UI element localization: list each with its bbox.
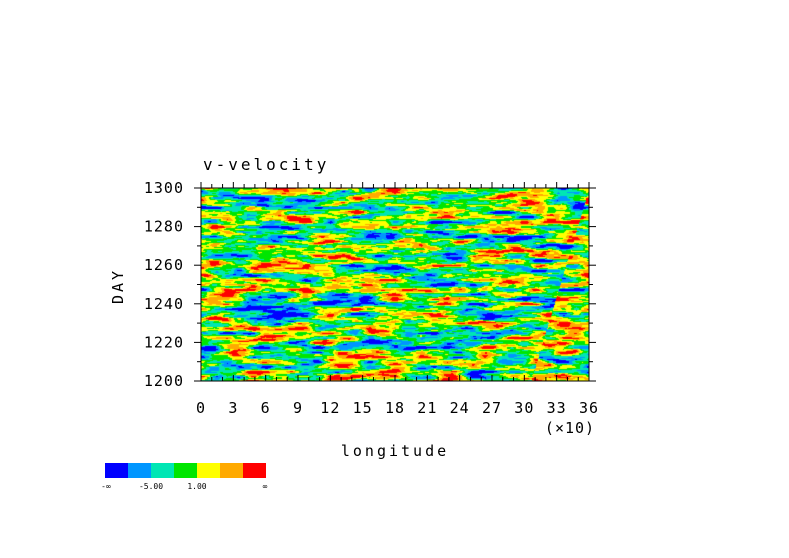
colorbar-swatch: [220, 463, 243, 478]
colorbar-label: 1.00: [187, 482, 206, 491]
x-tick-label: 3: [228, 399, 238, 417]
x-tick-label: 30: [514, 399, 534, 417]
y-tick-label: 1280: [144, 218, 184, 236]
x-tick-label: 24: [450, 399, 470, 417]
y-tick-label: 1240: [144, 295, 184, 313]
x-tick-label: 9: [293, 399, 303, 417]
colorbar-swatch: [128, 463, 151, 478]
y-tick-label: 1260: [144, 256, 184, 274]
colorbar-swatch: [197, 463, 220, 478]
x-tick-label: 21: [417, 399, 437, 417]
colorbar-label: ∞: [263, 482, 268, 491]
x-tick-label: 12: [320, 399, 340, 417]
x-tick-label: 15: [353, 399, 373, 417]
colorbar-swatch: [174, 463, 197, 478]
colorbar-label: -5.00: [139, 482, 163, 491]
x-tick-label: 36: [579, 399, 599, 417]
x-axis-label: longitude: [341, 442, 449, 460]
x-tick-label: 6: [261, 399, 271, 417]
x-tick-label: 27: [482, 399, 502, 417]
x-tick-label: 33: [547, 399, 567, 417]
y-tick-label: 1300: [144, 179, 184, 197]
colorbar-swatch: [243, 463, 266, 478]
colorbar-label: -∞: [101, 482, 111, 491]
x-axis-multiplier: (×10): [545, 419, 595, 437]
x-tick-label: 18: [385, 399, 405, 417]
y-tick-label: 1220: [144, 333, 184, 351]
y-tick-label: 1200: [144, 372, 184, 390]
colorbar: -∞ -5.00 1.00 ∞: [101, 463, 268, 491]
chart-title: v-velocity: [203, 155, 329, 174]
tick-marks: [194, 182, 596, 382]
colorbar-swatch: [105, 463, 128, 478]
colorbar-swatch: [151, 463, 174, 478]
x-tick-label: 0: [196, 399, 206, 417]
heatmap-field: [201, 188, 589, 381]
y-axis-label: DAY: [109, 268, 127, 304]
